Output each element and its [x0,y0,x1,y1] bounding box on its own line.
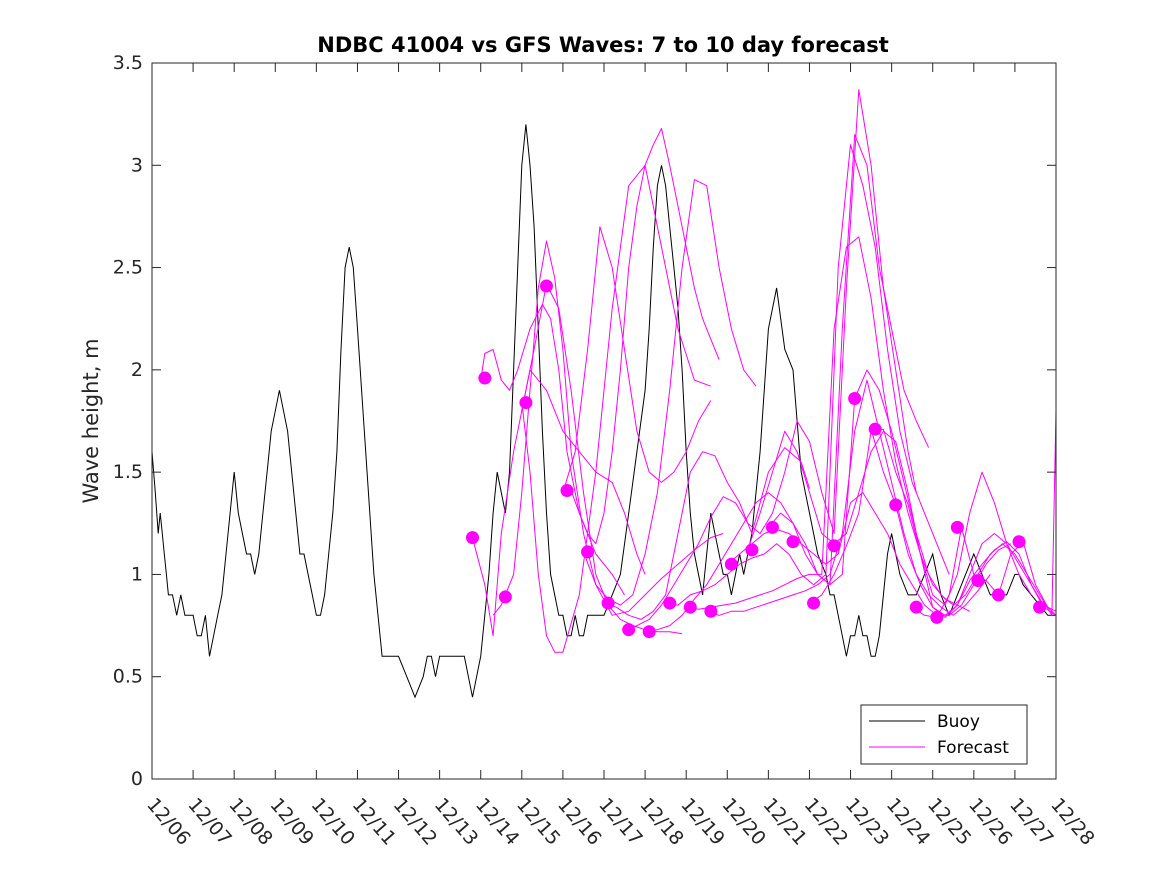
forecast-marker [601,596,615,610]
forecast-line [603,447,810,620]
forecast-marker [950,520,964,534]
axes-background [152,63,1056,779]
forecast-marker [1012,535,1026,549]
forecast-marker [663,596,677,610]
legend: Buoy Forecast [860,704,1028,765]
y-tick-label: 0 [131,768,143,790]
forecast-marker [868,422,882,436]
forecast-marker [745,543,759,557]
forecast-marker [848,391,862,405]
forecast-line [870,429,1057,616]
forecast-marker [478,371,492,385]
forecast-marker [1033,600,1047,614]
legend-label-forecast: Forecast [937,738,1009,758]
forecast-marker [622,623,636,637]
chart-title: NDBC 41004 vs GFS Waves: 7 to 10 day for… [317,33,888,57]
forecast-marker [466,531,480,545]
forecast-marker [683,600,697,614]
y-tick-label: 3.5 [113,52,143,74]
y-axis-label: Wave height, m [79,338,103,503]
forecast-marker [581,545,595,559]
y-axis: 0 0.5 1 1.5 2 2.5 3 3.5 [113,52,1056,790]
legend-label-buoy: Buoy [937,712,980,732]
forecast-markers-layer [466,279,1047,639]
forecast-marker [786,535,800,549]
forecast-marker [930,610,944,624]
y-tick-label: 1.5 [113,461,143,483]
y-tick-label: 2.5 [113,257,143,279]
forecast-line [665,144,950,606]
forecast-line [570,128,720,545]
y-tick-label: 2 [131,359,143,381]
forecast-marker [909,600,923,614]
forecast-marker [889,498,903,512]
y-tick-label: 1 [131,563,143,585]
buoy-line [151,124,1056,699]
forecast-line [768,369,1057,616]
forecast-marker [971,574,985,588]
forecast-marker [991,588,1005,602]
forecast-marker [642,625,656,639]
forecast-marker [498,590,512,604]
forecast-line [492,240,724,616]
forecast-line [472,369,646,637]
forecast-marker [539,279,553,293]
y-tick-label: 3 [131,154,143,176]
forecast-line [562,226,712,493]
forecast-marker [704,604,718,618]
forecast-line [747,430,1032,606]
forecast-marker [765,520,779,534]
y-tick-label: 0.5 [113,666,143,688]
forecast-marker [519,396,533,410]
forecast-marker [807,596,821,610]
forecast-line [624,89,917,631]
forecast-line [521,164,711,653]
forecast-marker [724,557,738,571]
legend-box [860,704,1028,765]
forecast-marker [827,539,841,553]
buoy-series-layer [151,124,1056,699]
plot-area [151,62,1057,780]
forecast-marker [560,484,574,498]
